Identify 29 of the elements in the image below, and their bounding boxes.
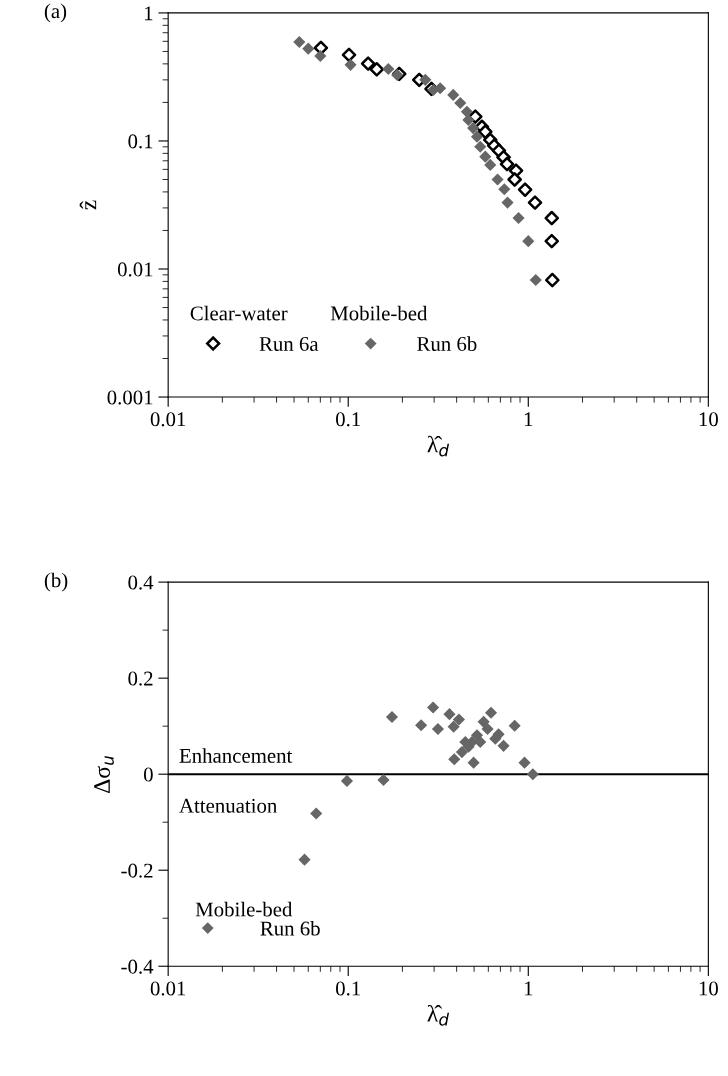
x-axis-title: λ̂$_{d}$ [427, 1004, 450, 1026]
y-tick-label: 1 [145, 6, 153, 21]
y-tick-label: -0.4 [121, 959, 154, 974]
x-tick-label: 1 [524, 412, 533, 427]
x-tick-label: 0.1 [336, 412, 360, 427]
x-axis-title: λ̂$_{d}$ [427, 435, 450, 457]
annotation: Mobile-bed [330, 305, 428, 321]
legend-label: Run 6b [260, 920, 320, 936]
annotation: Enhancement [179, 748, 293, 763]
chart-title: (a) [44, 3, 67, 23]
y-tick-label: 0 [143, 767, 153, 782]
y-axis-title: ẑ [79, 200, 97, 210]
annotation: Mobile-bed [195, 901, 293, 917]
y-tick-label: -0.2 [121, 863, 153, 878]
y-tick-label: 0.2 [128, 671, 153, 686]
y-tick-label: 0.01 [117, 262, 153, 277]
y-tick-label: 0.1 [128, 134, 153, 149]
legend-label: Run 6b [417, 336, 477, 352]
x-tick-label: 10 [699, 981, 718, 996]
chart-title: (b) [44, 572, 68, 592]
annotation: Clear-water [190, 305, 288, 321]
x-tick-label: 0.1 [336, 981, 360, 996]
x-tick-label: 1 [524, 981, 533, 996]
y-axis-title: Δσ$_{u}$ [94, 756, 114, 793]
y-tick-label: 0.4 [128, 575, 154, 590]
x-tick-label: 10 [699, 412, 718, 427]
annotation: Attenuation [179, 798, 278, 813]
legend-label: Run 6a [259, 337, 319, 352]
y-tick-label: 0.001 [107, 390, 153, 405]
